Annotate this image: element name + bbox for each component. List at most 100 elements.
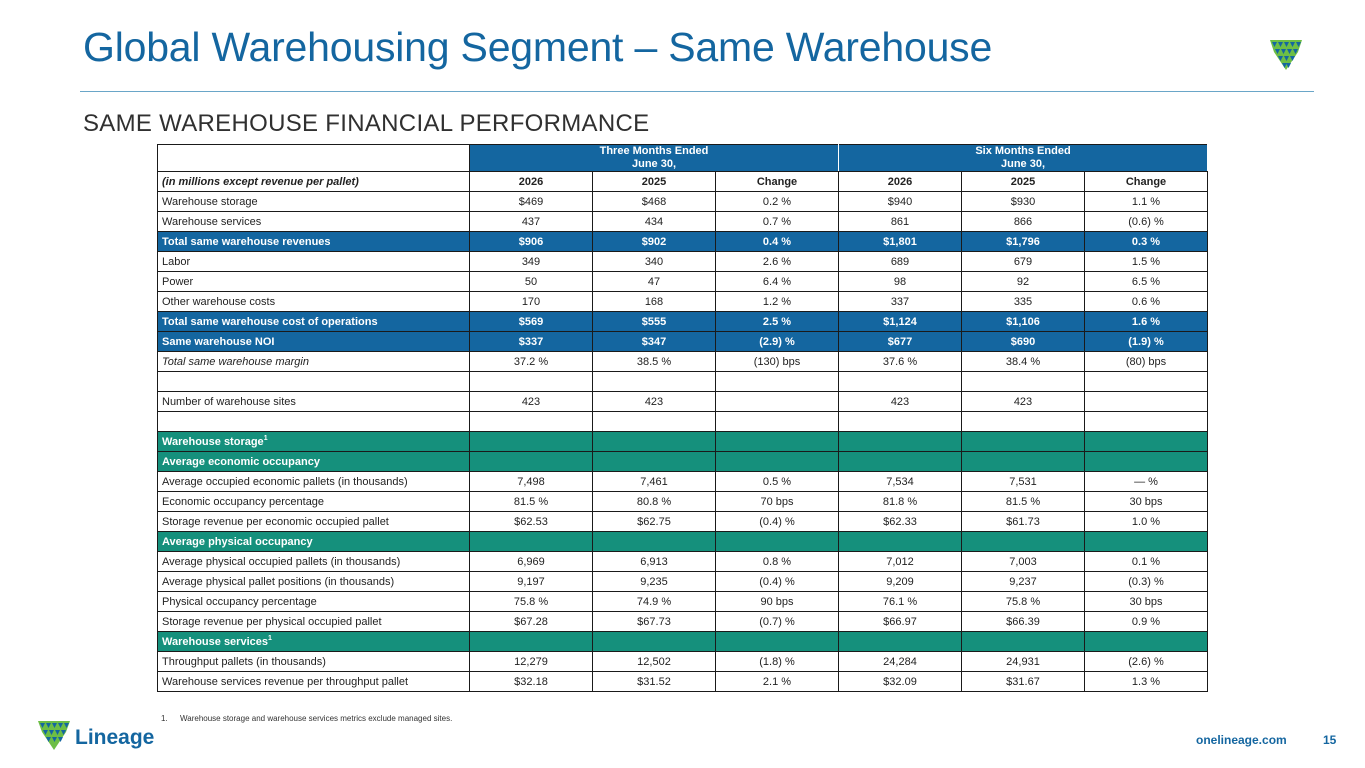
value-cell: 47	[592, 271, 716, 292]
value-cell	[1084, 431, 1208, 452]
value-cell: $569	[469, 311, 593, 332]
brand-name: Lineage	[75, 726, 154, 749]
three-months-header: Three Months Ended June 30,	[469, 144, 839, 172]
value-cell: 0.3 %	[1084, 231, 1208, 252]
value-cell	[469, 531, 593, 552]
website-link[interactable]: onelineage.com	[1196, 733, 1287, 747]
value-cell: $469	[469, 191, 593, 212]
value-cell	[715, 391, 839, 412]
value-cell: 0.2 %	[715, 191, 839, 212]
value-cell: 0.1 %	[1084, 551, 1208, 572]
row-label: Warehouse storage	[157, 191, 470, 212]
empty-cell	[838, 371, 962, 392]
row-label: Average physical occupancy	[157, 531, 470, 552]
table-row: Warehouse services1	[157, 631, 1208, 652]
value-cell: $1,796	[961, 231, 1085, 252]
value-cell: $347	[592, 331, 716, 352]
value-cell: 6.4 %	[715, 271, 839, 292]
value-cell: 861	[838, 211, 962, 232]
value-cell	[715, 431, 839, 452]
value-cell: 679	[961, 251, 1085, 272]
value-cell	[838, 631, 962, 652]
value-cell: 74.9 %	[592, 591, 716, 612]
value-cell: 12,279	[469, 651, 593, 672]
value-cell: 7,498	[469, 471, 593, 492]
row-label: Storage revenue per economic occupied pa…	[157, 511, 470, 532]
table-row: Throughput pallets (in thousands) 12,279 1…	[157, 651, 1208, 672]
value-cell: (1.9) %	[1084, 331, 1208, 352]
value-cell: (80) bps	[1084, 351, 1208, 372]
value-cell: 9,235	[592, 571, 716, 592]
table-row: Average occupied economic pallets (in th…	[157, 471, 1208, 492]
value-cell: 1.5 %	[1084, 251, 1208, 272]
value-cell: 75.8 %	[469, 591, 593, 612]
value-cell: $1,106	[961, 311, 1085, 332]
empty-cell	[469, 371, 593, 392]
row-label: Average physical occupied pallets (in th…	[157, 551, 470, 572]
column-header: Change	[1084, 171, 1208, 192]
table-row: Labor 349 340 2.6 % 689 679 1.5 %	[157, 251, 1208, 272]
value-cell: $902	[592, 231, 716, 252]
table-row: Average physical occupied pallets (in th…	[157, 551, 1208, 572]
value-cell: 81.8 %	[838, 491, 962, 512]
value-cell: 9,197	[469, 571, 593, 592]
table-row: Storage revenue per physical occupied pa…	[157, 611, 1208, 632]
value-cell: 9,209	[838, 571, 962, 592]
value-cell: 1.3 %	[1084, 671, 1208, 692]
value-cell: 92	[961, 271, 1085, 292]
six-months-header: Six Months Ended June 30,	[838, 144, 1208, 172]
value-cell: $906	[469, 231, 593, 252]
value-cell: 170	[469, 291, 593, 312]
row-label: Economic occupancy percentage	[157, 491, 470, 512]
value-cell: $62.33	[838, 511, 962, 532]
period-header-row: Three Months Ended June 30, Six Months E…	[157, 144, 1208, 172]
value-cell	[961, 431, 1085, 452]
value-cell	[961, 631, 1085, 652]
value-cell: $930	[961, 191, 1085, 212]
table-row: Warehouse storage $469 $468 0.2 % $940 $930 1.…	[157, 191, 1208, 212]
empty-cell	[961, 411, 1085, 432]
empty-cell	[592, 371, 716, 392]
value-cell	[469, 451, 593, 472]
value-cell: 6,969	[469, 551, 593, 572]
empty-cell	[838, 411, 962, 432]
value-cell	[961, 531, 1085, 552]
value-cell: $67.28	[469, 611, 593, 632]
value-cell: 349	[469, 251, 593, 272]
table-row: Warehouse services revenue per throughpu…	[157, 671, 1208, 692]
value-cell	[1084, 451, 1208, 472]
value-cell: $66.39	[961, 611, 1085, 632]
value-cell: 335	[961, 291, 1085, 312]
value-cell: 1.6 %	[1084, 311, 1208, 332]
value-cell	[592, 431, 716, 452]
value-cell: 24,931	[961, 651, 1085, 672]
value-cell: 0.4 %	[715, 231, 839, 252]
value-cell: 98	[838, 271, 962, 292]
lineage-logo-icon	[1270, 40, 1302, 70]
footnote-text: Warehouse storage and warehouse services…	[180, 714, 453, 723]
row-label: Physical occupancy percentage	[157, 591, 470, 612]
value-cell	[592, 531, 716, 552]
value-cell: 2.1 %	[715, 671, 839, 692]
value-cell	[838, 531, 962, 552]
value-cell: 90 bps	[715, 591, 839, 612]
row-label: Throughput pallets (in thousands)	[157, 651, 470, 672]
row-label: Total same warehouse margin	[157, 351, 470, 372]
value-cell: 76.1 %	[838, 591, 962, 612]
value-cell: 2.5 %	[715, 311, 839, 332]
lineage-wordmark-logo: Lineage	[38, 721, 154, 750]
value-cell: 340	[592, 251, 716, 272]
value-cell	[715, 531, 839, 552]
value-cell: 12,502	[592, 651, 716, 672]
value-cell: 434	[592, 211, 716, 232]
value-cell: 0.7 %	[715, 211, 839, 232]
value-cell: $62.53	[469, 511, 593, 532]
value-cell: 80.8 %	[592, 491, 716, 512]
table-row: Total same warehouse cost of operations $…	[157, 311, 1208, 332]
row-label: Average economic occupancy	[157, 451, 470, 472]
section-subtitle: SAME WAREHOUSE FINANCIAL PERFORMANCE	[83, 110, 650, 137]
value-cell: $677	[838, 331, 962, 352]
table-row: Same warehouse NOI $337 $347 (2.9) % $677 $69…	[157, 331, 1208, 352]
value-cell	[1084, 391, 1208, 412]
value-cell: 423	[592, 391, 716, 412]
